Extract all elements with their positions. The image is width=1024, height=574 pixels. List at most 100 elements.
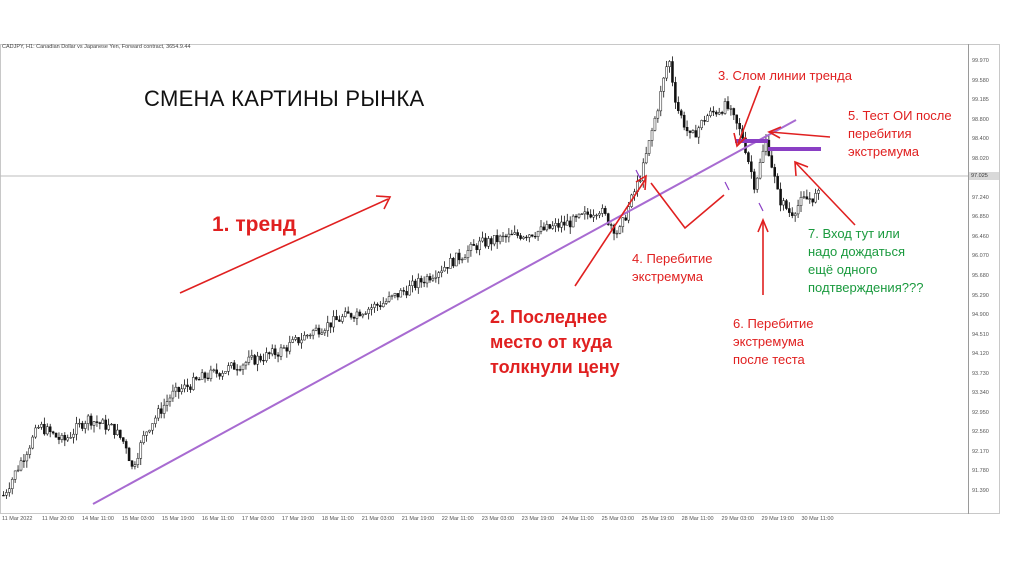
candle-body (735, 114, 739, 124)
candle-body (227, 365, 230, 372)
candle-body (402, 290, 405, 292)
y-tick-label: 95.290 (972, 292, 989, 299)
candle-body (495, 235, 499, 243)
current-price-tag: 97.025 (969, 172, 999, 180)
candle-body (209, 369, 213, 379)
candle-body (463, 257, 467, 260)
marker-tick (724, 181, 730, 191)
candle-body (31, 436, 34, 449)
candle-body (48, 426, 52, 433)
annotation-line: ещё одного (808, 262, 878, 277)
candle-body (230, 362, 233, 366)
y-tick-label: 92.170 (972, 448, 989, 455)
candle-body (54, 432, 58, 438)
candle-body (133, 464, 137, 467)
candle-body (367, 308, 370, 314)
candle-body (703, 120, 706, 122)
candle-body (595, 214, 598, 217)
candle-body (95, 421, 99, 423)
candle-body (78, 422, 81, 425)
annotation-line: 2. Последнее (490, 307, 608, 327)
y-tick-label: 94.120 (972, 351, 989, 358)
candle-body (92, 421, 96, 426)
candle-body (326, 322, 330, 331)
candle-body (685, 126, 689, 132)
candle-body (598, 213, 601, 216)
candle-body (624, 217, 627, 221)
candle-body (107, 424, 110, 430)
candles (2, 56, 820, 499)
candle-body (5, 492, 8, 496)
candle-body (43, 423, 46, 435)
candle-body (457, 252, 461, 261)
candle-body (694, 130, 698, 138)
x-tick-label: 18 Mar 11:00 (321, 516, 354, 522)
candle-body (665, 66, 668, 79)
candle-body (814, 193, 817, 203)
y-tick-label: 94.510 (972, 331, 989, 338)
candle-body (706, 115, 709, 122)
candle-body (253, 355, 256, 365)
candle-body (195, 377, 198, 380)
candle-body (434, 277, 438, 279)
candle-body (414, 280, 417, 288)
candle-body (352, 317, 356, 319)
candle-body (548, 224, 552, 229)
candle-body (306, 334, 309, 337)
candle-body (279, 347, 283, 357)
candle-body (586, 211, 590, 215)
x-tick-label: 21 Mar 03:00 (361, 516, 395, 522)
candle-body (688, 130, 692, 133)
candle-body (641, 162, 645, 182)
candle-body (276, 354, 280, 357)
candle-body (256, 355, 259, 365)
candle-body (317, 327, 321, 335)
candle-body (609, 224, 613, 226)
candle-body (320, 332, 324, 335)
candle-body (492, 235, 496, 245)
candle-body (568, 220, 572, 228)
candle-body (83, 423, 87, 429)
y-tick-label: 99.970 (972, 58, 989, 64)
trend-arrow (179, 198, 389, 294)
candle-body (732, 108, 736, 116)
candle-body (691, 130, 695, 133)
candle-body (425, 276, 429, 284)
break-arrow (737, 85, 761, 145)
candle-body (709, 110, 712, 116)
candle-body (525, 236, 528, 239)
marker-tick (758, 202, 764, 212)
candle-body (656, 110, 660, 119)
annotation-line: толкнули цену (490, 357, 620, 377)
candle-body (247, 356, 251, 363)
candle-body (203, 372, 207, 379)
candle-body (104, 419, 107, 430)
candle-body (601, 208, 604, 214)
candle-body (560, 221, 563, 228)
candle-body (259, 355, 262, 361)
y-tick-label: 93.730 (972, 370, 989, 377)
break-after-test-arrow-head (757, 217, 769, 233)
candle-body (364, 313, 367, 315)
annotation-line: перебития (848, 126, 912, 141)
candle-body (294, 337, 297, 340)
candle-body (16, 469, 20, 472)
candle-body (443, 267, 446, 272)
candle-body (422, 281, 426, 284)
candle-body (671, 61, 674, 83)
candle-body (717, 112, 721, 115)
candle-body (606, 213, 610, 225)
candle-body (197, 379, 201, 381)
candle-body (758, 162, 762, 179)
candle-body (452, 257, 455, 267)
candle-body (244, 362, 248, 366)
y-tick-label: 99.185 (972, 97, 989, 104)
candle-body (338, 319, 341, 322)
candle-body (516, 232, 519, 236)
candle-body (627, 206, 630, 221)
candle-body (72, 433, 75, 438)
candle-body (393, 293, 397, 296)
candle-body (273, 348, 277, 356)
candle-body (726, 101, 730, 109)
